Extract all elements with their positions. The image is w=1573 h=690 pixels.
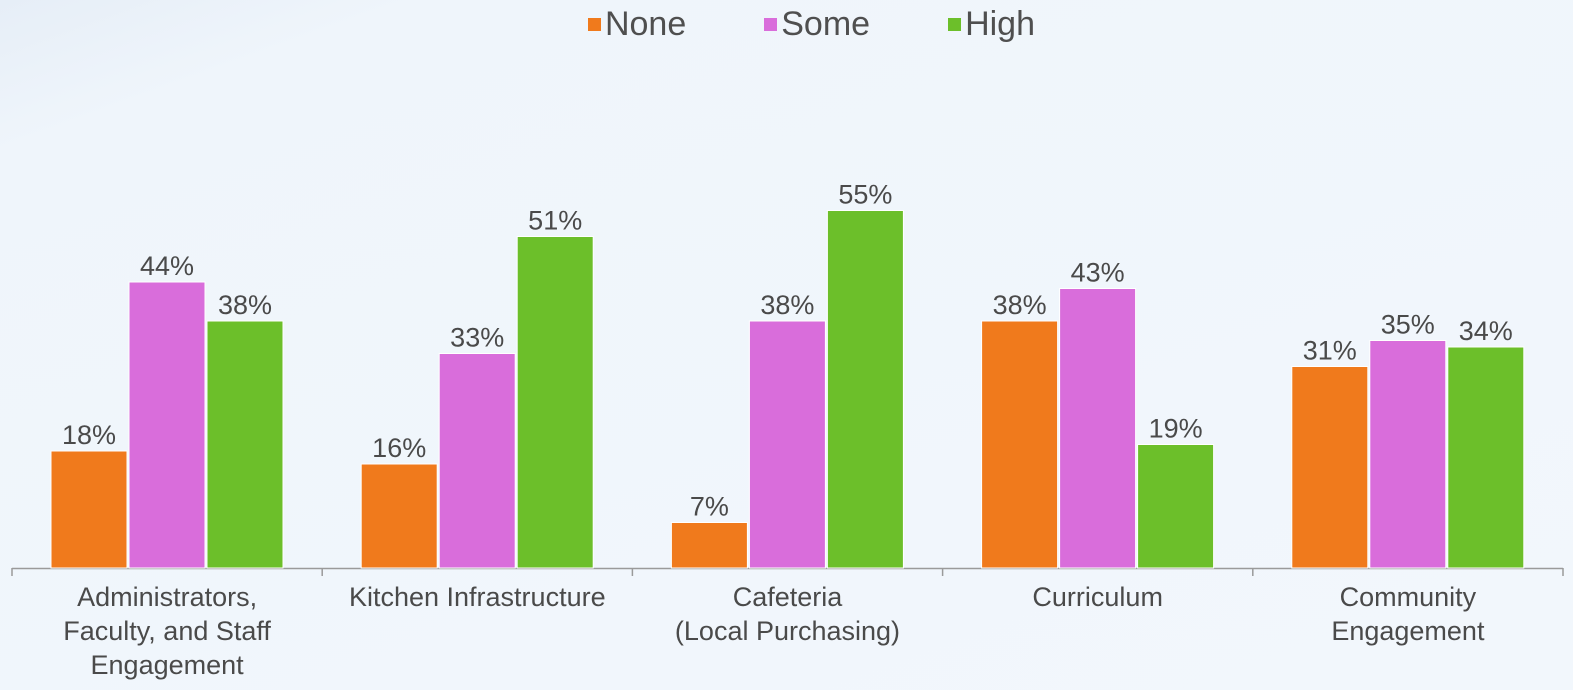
data-label-some-3: 43% [1071, 258, 1125, 288]
data-label-some-2: 38% [760, 290, 814, 320]
bar-some-0 [128, 281, 206, 569]
data-label-none-1: 16% [372, 433, 426, 463]
bar-high-0 [206, 320, 284, 569]
category-label-1: Kitchen Infrastructure [348, 582, 606, 612]
data-label-high-0: 38% [218, 290, 272, 320]
bar-none-3 [981, 320, 1059, 569]
data-label-none-3: 38% [993, 290, 1047, 320]
legend-swatch-high [948, 17, 962, 31]
data-label-some-1: 33% [450, 323, 504, 353]
data-label-none-0: 18% [62, 420, 116, 450]
bar-some-2 [748, 320, 826, 569]
bar-some-3 [1059, 288, 1137, 569]
bar-none-1 [360, 463, 438, 569]
legend-swatch-none [587, 17, 601, 31]
category-label-3: Curriculum [1032, 582, 1163, 612]
legend-swatch-some [764, 17, 778, 31]
bar-high-2 [826, 210, 904, 569]
bar-some-1 [438, 353, 516, 569]
bar-none-2 [670, 522, 748, 569]
data-label-high-4: 34% [1459, 316, 1513, 346]
legend-item-high: High [948, 5, 1035, 44]
bar-none-0 [50, 450, 128, 569]
bar-some-4 [1369, 340, 1447, 569]
category-label-0: Administrators, Faculty, and Staff Engag… [63, 582, 271, 680]
category-label-4: Community Engagement [1331, 582, 1485, 646]
legend-item-some: Some [764, 5, 870, 44]
bar-high-4 [1447, 346, 1525, 569]
data-label-none-2: 7% [690, 492, 729, 522]
legend-label-some: Some [781, 4, 871, 43]
data-label-high-3: 19% [1149, 414, 1203, 444]
legend-label-none: None [604, 4, 687, 43]
bar-high-3 [1137, 444, 1215, 569]
legend: None Some High [0, 0, 1573, 48]
data-label-none-4: 31% [1303, 336, 1357, 366]
legend-item-none: None [587, 4, 687, 44]
data-label-high-2: 55% [838, 180, 892, 210]
data-label-some-4: 35% [1381, 310, 1435, 340]
category-label-2: Cafeteria (Local Purchasing) [674, 582, 901, 646]
bar-none-4 [1291, 366, 1369, 569]
bar-high-1 [516, 236, 594, 569]
data-label-high-1: 51% [528, 206, 582, 236]
data-label-some-0: 44% [140, 251, 194, 281]
legend-label-high: High [965, 4, 1036, 43]
